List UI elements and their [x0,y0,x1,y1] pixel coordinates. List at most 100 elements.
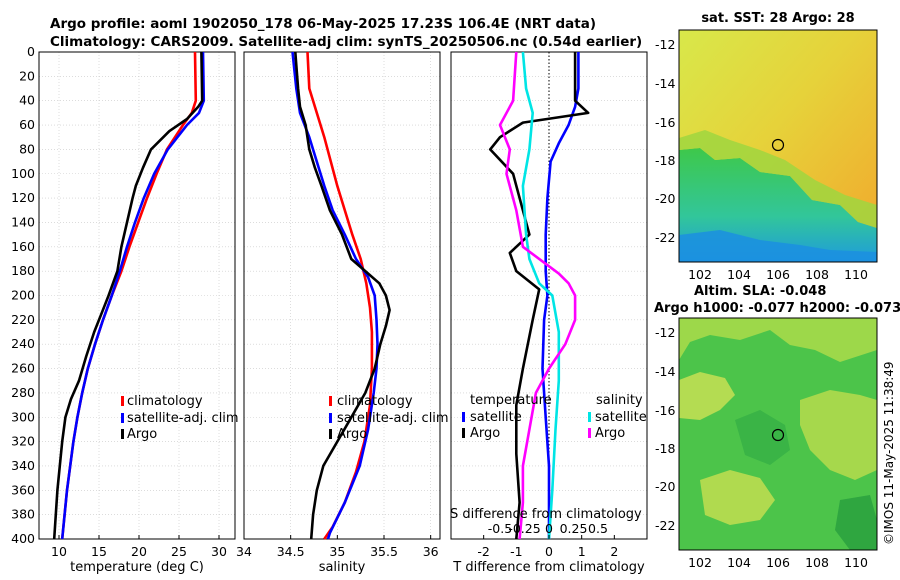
figure-title-line1: Argo profile: aoml 1902050_178 06-May-20… [50,16,596,32]
depth-tick-label: 160 [11,239,35,254]
x-tick-label: -2 [477,544,489,559]
series-line-s-satellite [521,51,561,540]
depth-tick-label: 400 [11,531,35,546]
x-tick-label: 25 [171,544,187,559]
lon-tick-label: 106 [766,267,790,282]
legend-climatology: climatology [127,394,203,409]
x-tick-label: 10 [51,544,67,559]
salinity-panel: 34 34.5 35 35.5 36 salinity climatology sate… [236,51,449,575]
s-diff-tick-label: -0.5 [488,521,512,536]
lat-tick-label: -18 [655,153,675,168]
x-tick-label: 35 [329,544,345,559]
lon-tick-label: 104 [727,267,751,282]
series-line-argo [294,51,391,540]
legend-argo: Argo [127,427,157,442]
legend-argo: Argo [337,427,367,442]
series-line-satellite-adj-clim [60,51,206,540]
sst-map-frame [678,29,878,263]
lat-tick-label: -16 [655,115,675,130]
depth-tick-label: 280 [11,385,35,400]
sst-blue-patch [679,230,877,262]
temperature-xlabel: temperature (deg C) [70,560,204,575]
lat-tick-label: -14 [655,76,675,91]
x-tick-label: 36 [423,544,439,559]
depth-tick-label: 40 [19,93,35,108]
depth-tick-label: 60 [19,117,35,132]
series-line-climatology [306,51,374,540]
lat-tick-label: -12 [655,37,675,52]
x-tick-label: -1 [510,544,522,559]
lon-tick-label: 104 [727,555,751,570]
depth-tick-label: 360 [11,482,35,497]
x-tick-label: 20 [131,544,147,559]
t-diff-label: T difference from climatology [452,560,645,575]
lat-tick-label: -18 [655,441,675,456]
salinity-frame [243,51,441,540]
sla-map-frame [678,317,878,551]
lat-tick-label: -22 [655,518,675,533]
s-diff-tick-label: 0 [545,521,553,536]
salinity-xlabel: salinity [319,560,366,575]
legend-t-satellite: satellite [470,410,522,425]
s-diff-tick-label: 0.5 [588,521,608,536]
lon-tick-label: 110 [844,267,868,282]
s-diff-tick-label: -0.25 [508,521,540,536]
depth-tick-label: 220 [11,312,35,327]
argo-location-marker [771,138,785,152]
lon-tick-label: 108 [805,555,829,570]
temperature-legend: climatology satellite-adj. clim Argo [121,394,239,442]
lat-tick-label: -20 [655,191,675,206]
difference-legend: temperature satellite Argo salinity sate… [462,393,647,441]
depth-tick-label: 120 [11,190,35,205]
series-line-argo [52,51,204,540]
legend-s-satellite: satellite [595,410,647,425]
depth-tick-label: 380 [11,507,35,522]
x-tick-label: 35.5 [370,544,398,559]
temperature-panel: 10 15 20 25 30 0 20 40 60 80 100 120 140 160 180 200 22… [11,44,238,575]
s-diff-label: S difference from climatology [450,507,642,522]
depth-tick-label: 180 [11,263,35,278]
argo-location-marker [771,428,785,442]
sla-dark-patch [835,495,877,550]
imos-timestamp: ©IMOS 11-May-2025 11:38:49 [882,361,896,545]
lat-tick-label: -14 [655,364,675,379]
sla-map-title-line2: Argo h1000: -0.077 h2000: -0.073 [654,301,900,316]
depth-tick-label: 100 [11,166,35,181]
lon-tick-label: 108 [805,267,829,282]
legend-temperature-title: temperature [470,393,552,408]
series-line-s-argo [498,51,577,540]
sst-map-title: sat. SST: 28 Argo: 28 [701,11,854,26]
lat-tick-label: -16 [655,403,675,418]
depth-tick-label: 140 [11,214,35,229]
series-line-t-argo [488,52,590,540]
temperature-frame [38,51,236,540]
depth-tick-label: 320 [11,434,35,449]
lon-tick-label: 106 [766,555,790,570]
lon-tick-label: 102 [688,555,712,570]
difference-panel: -2 -1 0 1 2 S difference from climatology -0… [450,51,648,575]
sst-map: sat. SST: 28 Argo: 28 102 104 106 108 110 -1… [655,11,878,282]
legend-satellite-adj: satellite-adj. clim [127,411,239,426]
depth-tick-label: 260 [11,361,35,376]
sla-map: Altim. SLA: -0.048 Argo h1000: -0.077 h2… [654,284,900,570]
x-tick-label: 30 [211,544,227,559]
salinity-legend: climatology satellite-adj. clim Argo [329,394,449,442]
x-tick-label: 34.5 [277,544,305,559]
lat-tick-label: -22 [655,230,675,245]
x-tick-label: 34 [236,544,252,559]
depth-tick-label: 0 [27,44,35,59]
lon-tick-label: 110 [844,555,868,570]
sla-yellow-region-3 [800,390,877,480]
depth-tick-label: 200 [11,288,35,303]
sla-yellow-region-1 [679,318,877,362]
depth-tick-label: 300 [11,409,35,424]
x-tick-label: 0 [545,544,553,559]
s-diff-tick-label: 0.25 [560,521,588,536]
legend-salinity-title: salinity [596,393,643,408]
x-tick-label: 1 [578,544,586,559]
sla-yellow-region-2 [679,372,735,420]
figure-title-line2: Climatology: CARS2009. Satellite-adj cli… [50,34,642,50]
sla-yellow-region-4 [700,470,775,525]
series-line-satellite-adj-clim [291,51,379,540]
